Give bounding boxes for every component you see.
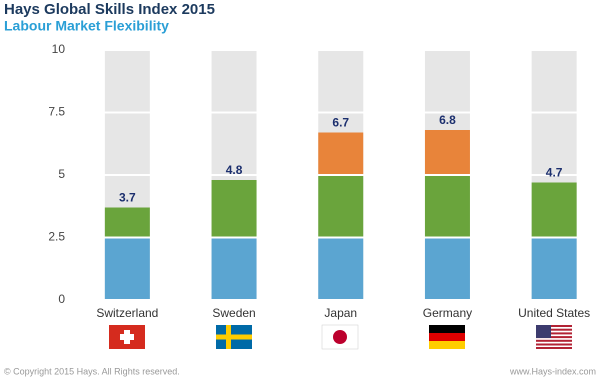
bar-segment	[104, 207, 150, 237]
y-tick-label: 0	[58, 292, 65, 306]
x-tick-label: Switzerland	[96, 306, 158, 320]
bar-background	[211, 51, 257, 112]
x-tick-label: Japan	[324, 306, 357, 320]
value-label: 4.7	[546, 166, 563, 180]
flag-usa	[536, 325, 572, 349]
bar-background	[531, 51, 577, 112]
bar-segment	[104, 238, 150, 299]
flag-germany	[429, 325, 465, 349]
value-label: 6.7	[332, 116, 349, 130]
x-tick-label: United States	[518, 306, 590, 320]
bar-background	[424, 51, 470, 112]
bar-segment	[424, 238, 470, 299]
bar-background	[531, 113, 577, 174]
bar-background	[104, 113, 150, 174]
y-tick-label: 5	[58, 167, 65, 181]
chart-subtitle: Labour Market Flexibility	[4, 18, 169, 34]
bar-segment	[318, 132, 364, 174]
value-label: 4.8	[226, 163, 243, 177]
bar-background	[318, 51, 364, 112]
bar-segment	[318, 176, 364, 237]
value-label: 6.8	[439, 113, 456, 127]
bar-segment	[424, 176, 470, 237]
x-tick-label: Germany	[423, 306, 472, 320]
footer-url: www.Hays-index.com	[509, 366, 596, 376]
bar-segment	[531, 182, 577, 237]
flag-switzerland	[109, 325, 145, 349]
value-label: 3.7	[119, 191, 136, 205]
bar-background	[211, 113, 257, 174]
bar-segment	[424, 130, 470, 174]
bar-background	[104, 51, 150, 112]
y-tick-label: 2.5	[48, 230, 65, 244]
y-tick-label: 10	[52, 42, 66, 56]
chart-title: Hays Global Skills Index 2015	[4, 1, 215, 18]
flag-sweden	[216, 325, 252, 349]
bar-segment	[211, 180, 257, 237]
bar-segment	[318, 238, 364, 299]
bar-segment	[531, 238, 577, 299]
footer-copyright: © Copyright 2015 Hays. All Rights reserv…	[4, 366, 180, 376]
y-tick-label: 7.5	[48, 105, 65, 119]
flag-japan	[321, 324, 359, 350]
x-tick-label: Sweden	[212, 306, 255, 320]
flags	[109, 324, 572, 350]
bar-segment	[211, 238, 257, 299]
